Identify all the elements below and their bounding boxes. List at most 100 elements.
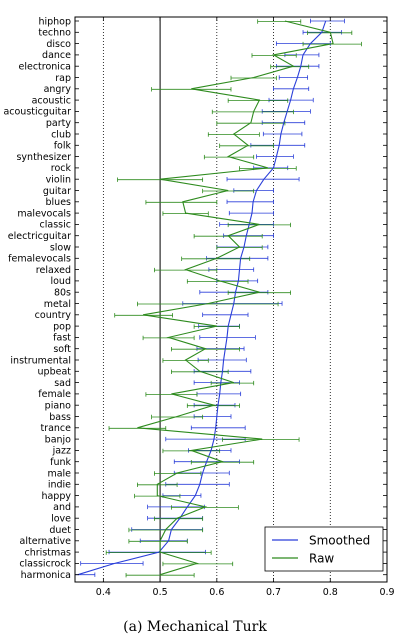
category-label: female <box>38 389 71 400</box>
raw-errorbar <box>257 19 302 24</box>
legend-label-raw: Raw <box>309 552 334 566</box>
category-label: dance <box>42 50 71 61</box>
legend-box <box>264 526 384 572</box>
category-label: soft <box>53 344 71 355</box>
smoothed-errorbar <box>80 561 144 566</box>
smoothed-errorbar <box>278 75 308 80</box>
category-label: indie <box>48 480 71 491</box>
raw-errorbar <box>128 539 188 544</box>
category-label: rap <box>55 73 71 84</box>
category-label: folk <box>54 141 72 152</box>
smoothed-errorbar <box>199 290 269 295</box>
smoothed-errorbar <box>199 335 256 340</box>
smoothed-errorbar <box>275 64 320 69</box>
category-label: fast <box>53 333 71 344</box>
axis-ticks <box>75 17 388 582</box>
category-label: blues <box>46 197 72 208</box>
category-label: angry <box>44 84 72 95</box>
smoothed-errorbar <box>197 357 247 363</box>
smoothed-errorbar <box>165 482 230 487</box>
smoothed-errorbar <box>202 312 249 317</box>
category-label: loud <box>50 276 71 287</box>
smoothed-errorbar <box>188 448 232 453</box>
category-label: happy <box>41 491 71 502</box>
x-tick-label: 0.4 <box>96 587 111 598</box>
category-label: rock <box>51 163 72 174</box>
category-label: guitar <box>43 186 71 197</box>
smoothed-errorbar <box>226 177 300 182</box>
smoothed-errorbar <box>273 86 310 91</box>
raw-errorbar <box>125 573 195 578</box>
legend: Smoothed Raw <box>264 526 384 572</box>
category-label: disco <box>46 39 71 50</box>
category-label: banjo <box>45 434 72 445</box>
smoothed-errorbar <box>182 301 283 306</box>
raw-errorbar <box>154 516 204 521</box>
category-label: christmas <box>25 547 72 558</box>
smoothed-errorbar <box>261 109 311 114</box>
category-label: trance <box>40 423 71 434</box>
smoothed-errorbar <box>223 233 274 238</box>
x-tick-labels: 0.4 0.5 0.6 0.7 0.8 0.9 <box>96 587 395 598</box>
raw-errorbar <box>154 471 202 476</box>
errorbars <box>74 18 362 578</box>
smoothed-errorbar <box>256 154 294 159</box>
category-label: classicrock <box>19 559 71 570</box>
x-tick-label: 0.6 <box>209 587 224 598</box>
category-label: party <box>46 118 71 129</box>
category-label: relaxed <box>36 265 71 276</box>
raw-errorbar <box>227 98 289 103</box>
category-label: funk <box>50 457 71 468</box>
plot-background <box>75 17 387 582</box>
chart-caption: (a) Mechanical Turk <box>123 619 267 635</box>
category-label: classic <box>40 220 71 231</box>
gridlines <box>102 17 331 582</box>
smoothed-errorbar <box>310 18 345 24</box>
category-label: sad <box>54 378 71 389</box>
smoothed-errorbar <box>228 210 274 216</box>
x-tick-label: 0.7 <box>266 587 281 598</box>
category-label: piano <box>45 401 72 412</box>
smoothed-errorbar <box>262 131 303 137</box>
smoothed-errorbar <box>226 199 274 204</box>
legend-label-smoothed: Smoothed <box>309 534 370 548</box>
category-label: country <box>35 310 72 321</box>
category-label: acoustic <box>32 95 71 106</box>
category-label: club <box>51 129 71 140</box>
smoothed-errorbar <box>219 222 274 227</box>
category-label: duet <box>49 525 71 536</box>
x-tick-label: 0.8 <box>323 587 338 598</box>
smoothed-errorbar <box>208 267 255 272</box>
raw-errorbar <box>162 561 234 567</box>
category-label: upbeat <box>38 367 72 378</box>
x-tick-label: 0.5 <box>153 587 168 598</box>
category-label: male <box>47 468 71 479</box>
raw-errorbar <box>307 30 353 35</box>
category-label: alternative <box>20 536 72 547</box>
x-tick-label: 0.9 <box>379 587 394 598</box>
smoothed-errorbar <box>284 52 320 58</box>
category-labels: hiphoptechnodiscodanceelectronicarapangr… <box>3 16 71 581</box>
category-label: and <box>53 502 71 513</box>
smoothed-errorbar <box>193 414 232 419</box>
category-label: hiphop <box>38 16 71 27</box>
category-label: love <box>51 514 71 525</box>
category-label: bass <box>49 412 71 423</box>
category-label: electricguitar <box>8 231 71 242</box>
category-label: malevocals <box>17 208 71 219</box>
category-label: synthesizer <box>16 152 71 163</box>
category-label: slow <box>50 242 71 253</box>
smoothed-errorbar <box>250 143 306 148</box>
category-label: violin <box>46 175 71 186</box>
raw-errorbar <box>145 200 218 205</box>
category-label: metal <box>44 299 71 310</box>
category-label: pop <box>53 321 71 332</box>
category-label: acousticguitar <box>3 107 71 118</box>
category-label: femalevocals <box>8 254 71 265</box>
raw-errorbar <box>211 109 294 115</box>
category-label: techno <box>38 28 71 39</box>
category-label: electronica <box>19 62 72 73</box>
category-label: jazz <box>52 446 71 457</box>
